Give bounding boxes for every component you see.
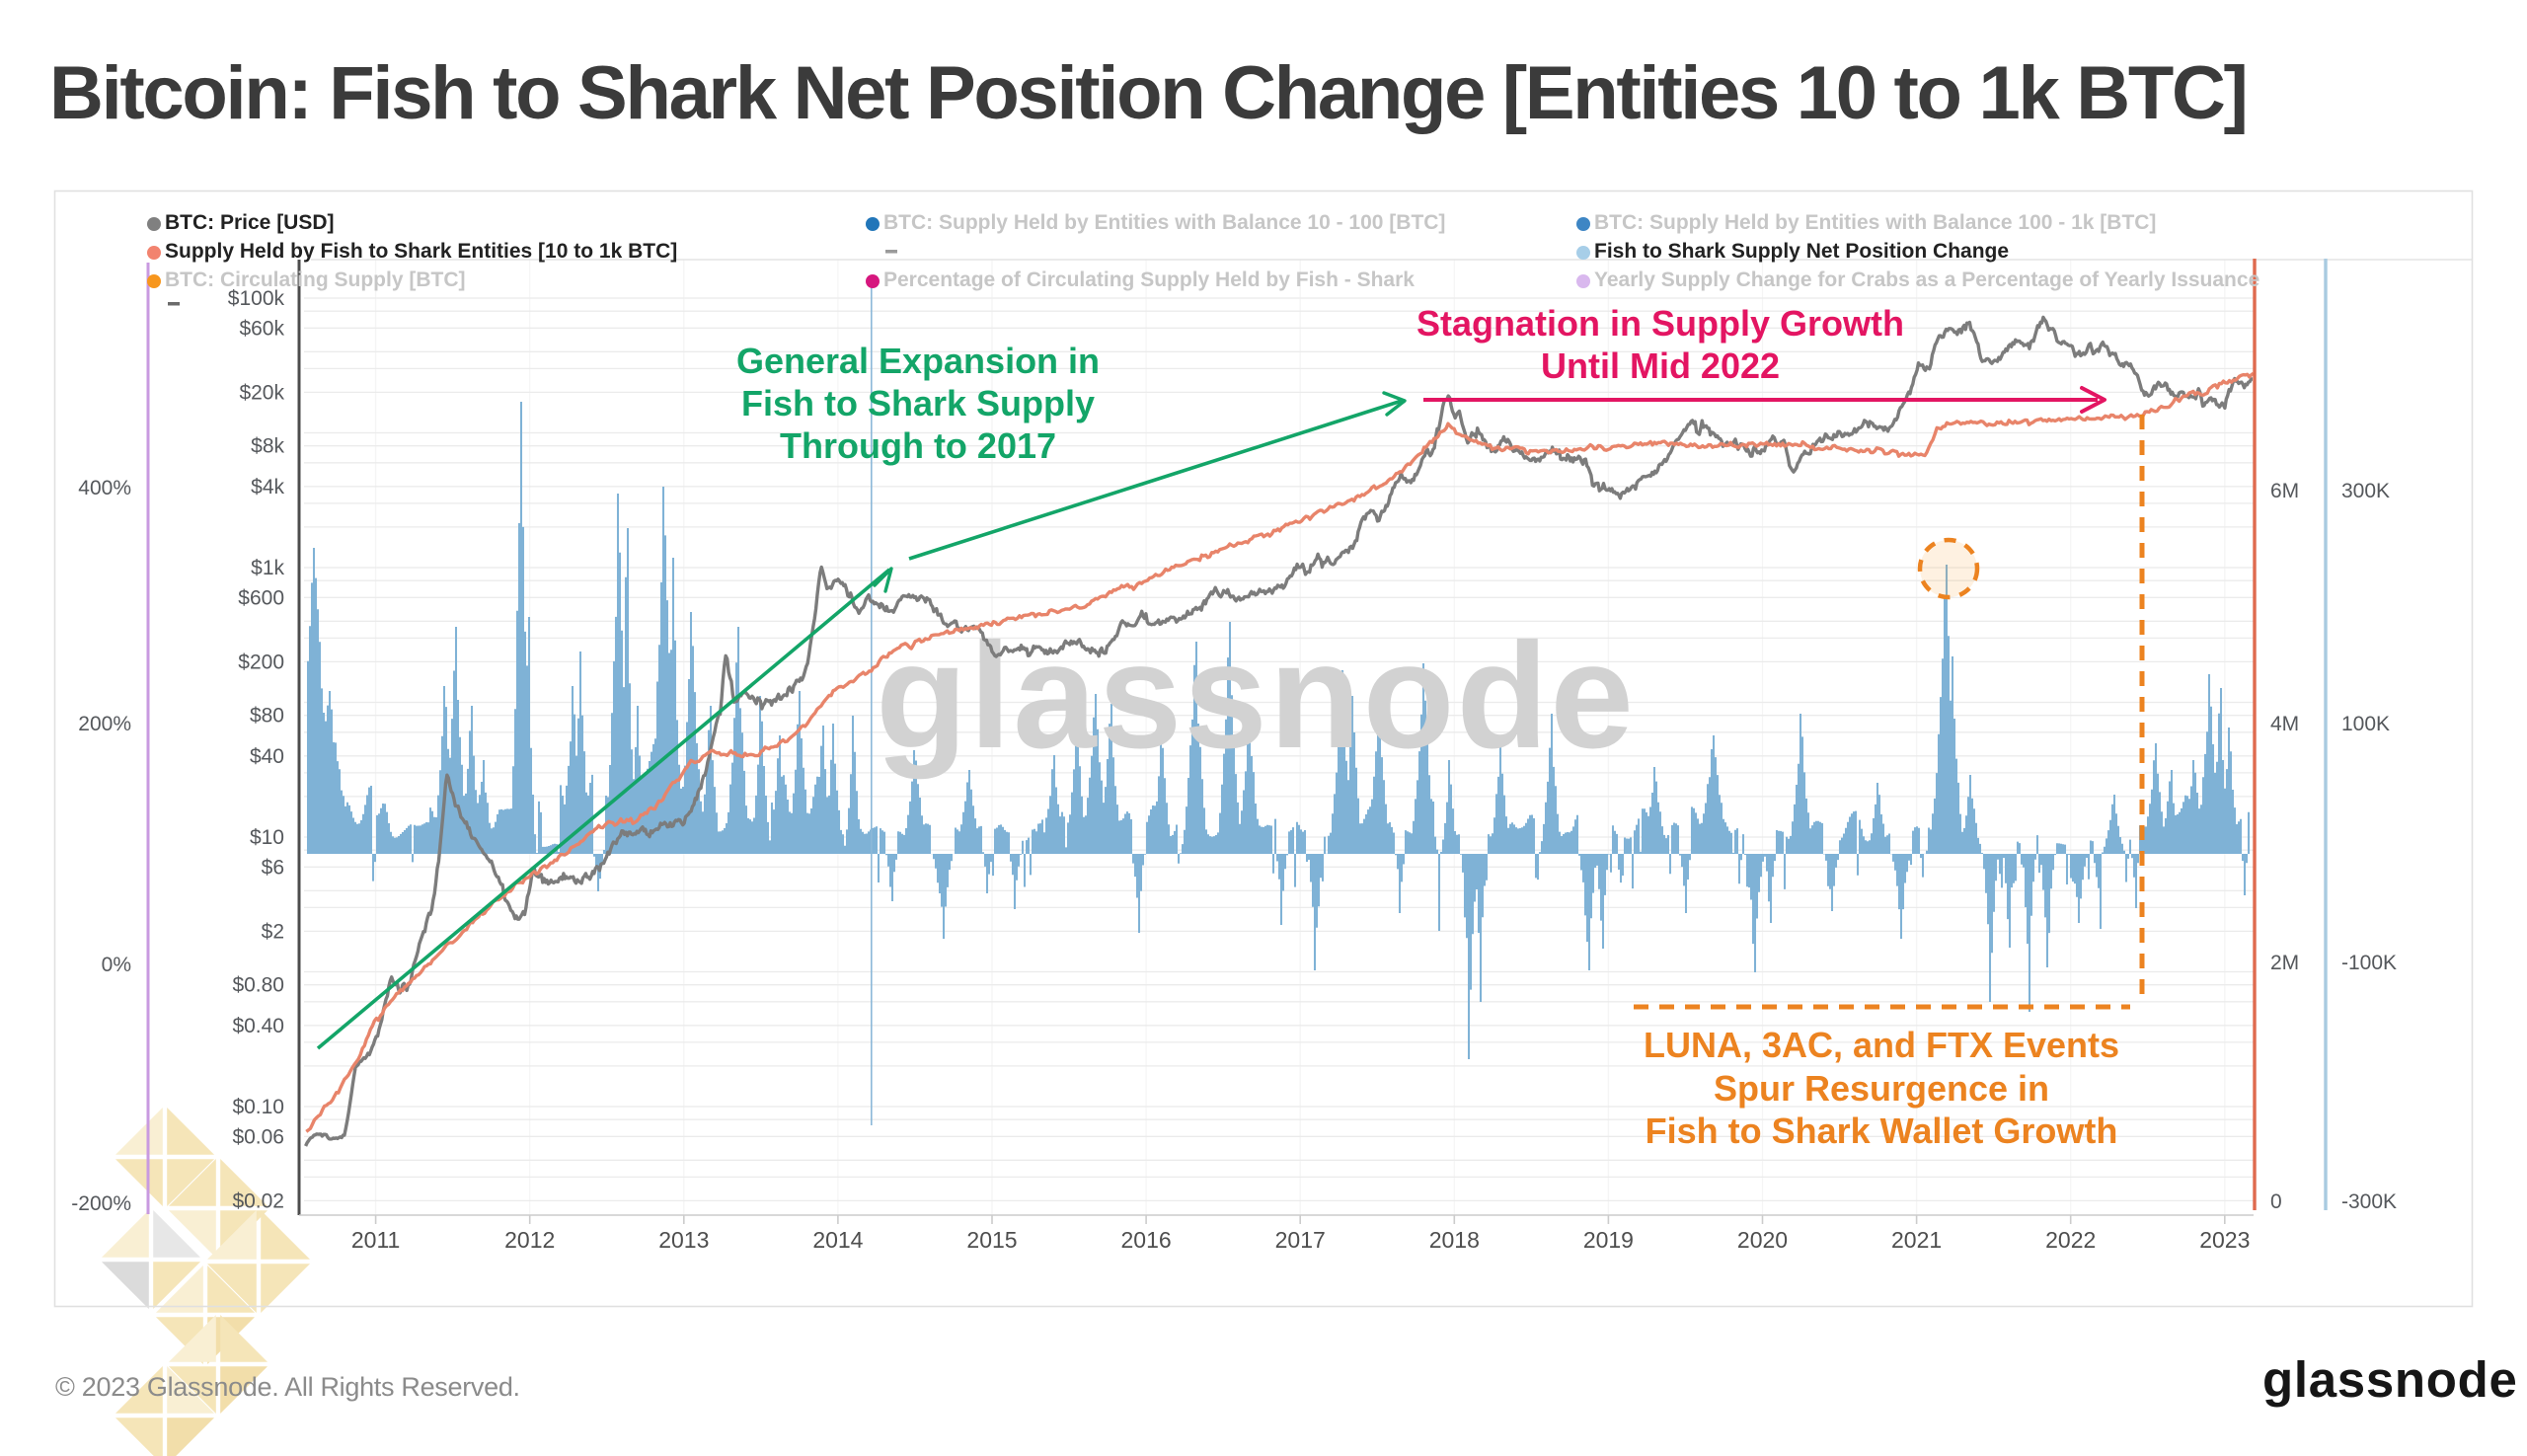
svg-text:2021: 2021	[1891, 1227, 1942, 1253]
svg-text:Stagnation in Supply Growth: Stagnation in Supply Growth	[1417, 303, 1904, 344]
svg-text:2013: 2013	[658, 1227, 709, 1253]
svg-text:-300K: -300K	[2341, 1190, 2397, 1213]
svg-text:$80: $80	[250, 705, 284, 728]
svg-text:$60k: $60k	[239, 317, 284, 340]
svg-text:6M: 6M	[2270, 480, 2299, 502]
svg-text:2014: 2014	[812, 1227, 863, 1253]
svg-text:$10: $10	[250, 826, 284, 849]
svg-text:$20k: $20k	[239, 381, 284, 404]
svg-text:$1k: $1k	[251, 557, 284, 579]
svg-text:$6: $6	[262, 856, 284, 879]
svg-text:$4k: $4k	[251, 476, 284, 498]
svg-text:$0.02: $0.02	[232, 1189, 284, 1212]
svg-text:2015: 2015	[966, 1227, 1017, 1253]
svg-text:2M: 2M	[2270, 952, 2299, 974]
svg-text:glassnode: glassnode	[876, 612, 1636, 780]
svg-text:0%: 0%	[102, 954, 131, 976]
svg-text:$0.06: $0.06	[232, 1125, 284, 1148]
svg-text:LUNA, 3AC, and FTX Events: LUNA, 3AC, and FTX Events	[1644, 1025, 2119, 1065]
svg-text:2016: 2016	[1121, 1227, 1172, 1253]
svg-text:2022: 2022	[2045, 1227, 2096, 1253]
svg-text:$40: $40	[250, 745, 284, 768]
svg-text:200%: 200%	[78, 713, 131, 735]
svg-text:Through to 2017: Through to 2017	[780, 425, 1056, 466]
svg-text:2017: 2017	[1275, 1227, 1326, 1253]
svg-text:$2: $2	[262, 920, 284, 943]
svg-text:$8k: $8k	[251, 435, 284, 458]
svg-text:Spur Resurgence in: Spur Resurgence in	[1714, 1068, 2049, 1109]
svg-text:300K: 300K	[2341, 480, 2390, 502]
svg-text:4M: 4M	[2270, 713, 2299, 735]
svg-text:2018: 2018	[1429, 1227, 1480, 1253]
svg-text:Until Mid 2022: Until Mid 2022	[1541, 345, 1780, 386]
svg-text:Fish to Shark Wallet Growth: Fish to Shark Wallet Growth	[1646, 1111, 2118, 1151]
svg-text:0: 0	[2270, 1190, 2282, 1213]
svg-text:100K: 100K	[2341, 713, 2390, 735]
svg-text:$600: $600	[238, 586, 284, 609]
svg-text:$0.10: $0.10	[232, 1096, 284, 1118]
svg-text:2020: 2020	[1737, 1227, 1788, 1253]
svg-text:-100K: -100K	[2341, 952, 2397, 974]
svg-text:$200: $200	[238, 651, 284, 673]
svg-text:General Expansion in: General Expansion in	[736, 341, 1100, 381]
svg-text:2011: 2011	[351, 1227, 400, 1253]
svg-text:Fish to Shark Supply: Fish to Shark Supply	[741, 383, 1095, 423]
svg-text:$100k: $100k	[228, 287, 285, 310]
svg-text:2012: 2012	[504, 1227, 555, 1253]
svg-text:-200%: -200%	[71, 1192, 131, 1215]
svg-text:2019: 2019	[1583, 1227, 1634, 1253]
svg-text:400%: 400%	[78, 477, 131, 499]
svg-text:$0.80: $0.80	[232, 974, 284, 997]
svg-text:$0.40: $0.40	[232, 1015, 284, 1037]
svg-text:2023: 2023	[2199, 1227, 2250, 1253]
